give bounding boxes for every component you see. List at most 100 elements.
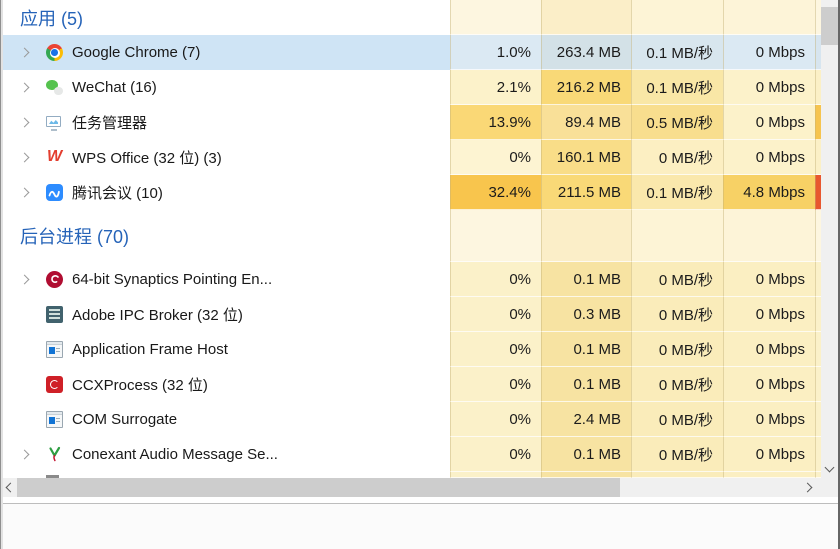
section-header-background: 后台进程 (70) [0, 210, 821, 262]
vertical-scrollbar-thumb[interactable] [821, 7, 838, 45]
network-cell: 0 Mbps [723, 402, 815, 437]
window-frame-icon [46, 341, 63, 358]
overflow-cell [815, 105, 821, 140]
cpu-cell: 0% [450, 402, 541, 437]
disk-cell: 0 MB/秒 [631, 332, 723, 367]
process-name: COM Surrogate [72, 411, 178, 428]
chrome-icon [46, 44, 63, 61]
overflow-cell [815, 0, 821, 35]
overflow-cell [815, 402, 821, 437]
process-name: Adobe IPC Broker (32 位) [72, 307, 243, 324]
process-row-application-frame-host[interactable]: Application Frame Host 0% 0.1 MB 0 MB/秒 … [0, 332, 821, 367]
memory-cell: 160.1 MB [541, 140, 631, 175]
process-row-conexant[interactable]: Conexant Audio Message Se... 0% 0.1 MB 0… [0, 437, 821, 472]
disk-cell: 0 MB/秒 [631, 402, 723, 437]
disk-cell: 0 MB/秒 [631, 437, 723, 472]
process-row-com-surrogate[interactable]: COM Surrogate 0% 2.4 MB 0 MB/秒 0 Mbps [0, 402, 821, 437]
cpu-cell [450, 210, 541, 262]
disk-cell: 0 MB/秒 [631, 297, 723, 332]
network-cell: 0 Mbps [723, 140, 815, 175]
section-header-apps: 应用 (5) [0, 0, 821, 35]
expand-chevron[interactable] [18, 274, 30, 285]
disk-cell: 0 MB/秒 [631, 367, 723, 402]
section-title-background: 后台进程 (70) [20, 227, 130, 247]
overflow-cell [815, 297, 821, 332]
memory-cell: 0.1 MB [541, 367, 631, 402]
expand-chevron[interactable] [18, 187, 30, 198]
disk-cell: 0 MB/秒 [631, 140, 723, 175]
memory-cell: 216.2 MB [541, 70, 631, 105]
process-row-google-chrome[interactable]: Google Chrome (7) 1.0% 263.4 MB 0.1 MB/秒… [0, 35, 821, 70]
overflow-cell [815, 437, 821, 472]
disk-cell: 0.5 MB/秒 [631, 105, 723, 140]
memory-cell [541, 210, 631, 262]
memory-cell: 263.4 MB [541, 35, 631, 70]
cpu-cell: 13.9% [450, 105, 541, 140]
disk-cell: 0.1 MB/秒 [631, 35, 723, 70]
network-cell [723, 0, 815, 35]
process-row-ccxprocess[interactable]: CCXProcess (32 位) 0% 0.1 MB 0 MB/秒 0 Mbp… [0, 367, 821, 402]
process-row-adobe-ipc-broker[interactable]: Adobe IPC Broker (32 位) 0% 0.3 MB 0 MB/秒… [0, 297, 821, 332]
adobe-ipc-icon [46, 306, 63, 323]
cpu-cell: 0% [450, 297, 541, 332]
process-row-synaptics[interactable]: 64-bit Synaptics Pointing En... 0% 0.1 M… [0, 262, 821, 297]
cpu-cell: 1.0% [450, 35, 541, 70]
cpu-cell: 0% [450, 437, 541, 472]
process-row-wechat[interactable]: WeChat (16) 2.1% 216.2 MB 0.1 MB/秒 0 Mbp… [0, 70, 821, 105]
network-cell: 0 Mbps [723, 367, 815, 402]
synaptics-icon [46, 271, 63, 288]
wechat-icon [46, 79, 63, 96]
process-table: 应用 (5) Google Chrome (7) 1.0% 263.4 MB 0… [0, 0, 821, 478]
network-cell: 0 Mbps [723, 262, 815, 297]
process-name: Google Chrome (7) [72, 44, 201, 61]
scrollbar-corner [821, 478, 840, 497]
wps-office-icon [46, 148, 63, 166]
process-row-task-manager[interactable]: 任务管理器 13.9% 89.4 MB 0.5 MB/秒 0 Mbps [0, 105, 821, 140]
process-name: 任务管理器 [72, 115, 148, 132]
memory-cell: 89.4 MB [541, 105, 631, 140]
task-manager-icon [46, 114, 63, 131]
horizontal-scrollbar-thumb[interactable] [17, 478, 620, 497]
cpu-cell: 2.1% [450, 70, 541, 105]
memory-cell: 0.3 MB [541, 297, 631, 332]
cpu-cell: 32.4% [450, 175, 541, 210]
section-title-apps: 应用 (5) [20, 8, 83, 29]
cpu-cell: 0% [450, 262, 541, 297]
vertical-scrollbar[interactable] [821, 0, 838, 478]
expand-chevron[interactable] [18, 152, 30, 163]
process-name: WPS Office (32 位) (3) [72, 150, 222, 167]
memory-cell: 211.5 MB [541, 175, 631, 210]
cpu-cell: 0% [450, 367, 541, 402]
overflow-cell [815, 35, 821, 70]
overflow-cell [815, 140, 821, 175]
network-cell: 0 Mbps [723, 332, 815, 367]
process-name: 64-bit Synaptics Pointing En... [72, 271, 273, 288]
memory-cell [541, 0, 631, 35]
scroll-left-arrow-icon[interactable] [5, 482, 16, 493]
overflow-cell [815, 210, 821, 262]
tencent-meeting-icon [46, 184, 63, 201]
scroll-down-arrow-icon[interactable] [824, 462, 834, 473]
disk-cell [631, 0, 723, 35]
expand-chevron[interactable] [18, 47, 30, 58]
process-name: Application Frame Host [72, 341, 228, 358]
expand-chevron[interactable] [18, 82, 30, 93]
window-frame-icon [46, 411, 63, 428]
expand-chevron[interactable] [18, 449, 30, 460]
window-right-edge [838, 0, 840, 549]
expand-chevron[interactable] [18, 117, 30, 128]
process-row-wps-office[interactable]: WPS Office (32 位) (3) 0% 160.1 MB 0 MB/秒… [0, 140, 821, 175]
process-row-tencent-meeting[interactable]: 腾讯会议 (10) 32.4% 211.5 MB 0.1 MB/秒 4.8 Mb… [0, 175, 821, 210]
process-name: WeChat (16) [72, 79, 157, 96]
memory-cell: 0.1 MB [541, 262, 631, 297]
network-cell [723, 210, 815, 262]
partial-icon [46, 474, 59, 478]
horizontal-scrollbar[interactable] [0, 478, 821, 497]
overflow-cell [815, 332, 821, 367]
scroll-right-arrow-icon[interactable] [802, 482, 813, 493]
ccx-process-icon [46, 376, 63, 393]
disk-cell: 0 MB/秒 [631, 262, 723, 297]
network-cell: 4.8 Mbps [723, 175, 815, 210]
network-cell: 0 Mbps [723, 35, 815, 70]
